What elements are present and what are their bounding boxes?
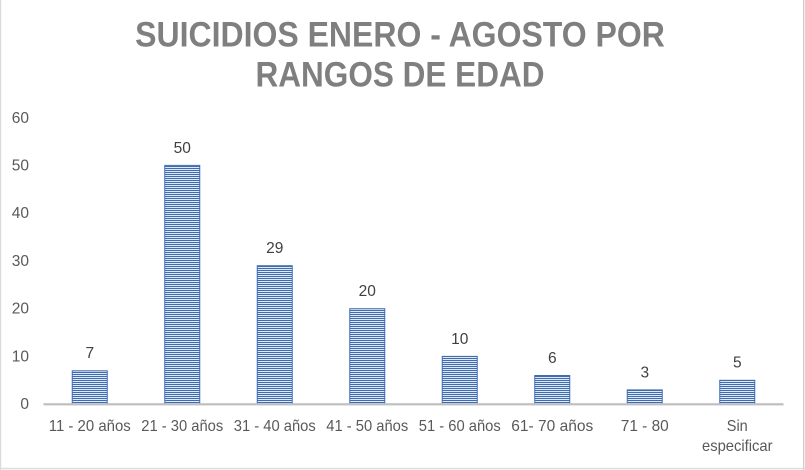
svg-text:0: 0 bbox=[20, 396, 29, 413]
svg-text:11 - 20 años: 11 - 20 años bbox=[49, 418, 131, 435]
svg-text:6: 6 bbox=[548, 350, 557, 367]
svg-text:20: 20 bbox=[359, 283, 377, 300]
svg-text:71 - 80: 71 - 80 bbox=[621, 418, 669, 435]
svg-text:RANGOS DE EDAD: RANGOS DE EDAD bbox=[256, 55, 545, 95]
svg-text:29: 29 bbox=[266, 240, 283, 257]
svg-text:51 - 60 años: 51 - 60 años bbox=[419, 418, 501, 435]
svg-text:61- 70 años: 61- 70 años bbox=[511, 418, 593, 435]
svg-text:30: 30 bbox=[12, 253, 30, 270]
svg-text:60: 60 bbox=[12, 110, 30, 127]
svg-text:40: 40 bbox=[12, 205, 30, 222]
svg-text:3: 3 bbox=[640, 364, 649, 381]
svg-text:5: 5 bbox=[733, 355, 742, 372]
svg-text:20: 20 bbox=[12, 301, 30, 318]
svg-text:50: 50 bbox=[174, 140, 192, 157]
svg-text:SUICIDIOS ENERO - AGOSTO POR: SUICIDIOS ENERO - AGOSTO POR bbox=[135, 15, 665, 55]
svg-text:21 - 30 años: 21 - 30 años bbox=[141, 418, 223, 435]
svg-text:10: 10 bbox=[451, 331, 469, 348]
svg-text:31 - 40 años: 31 - 40 años bbox=[234, 418, 316, 435]
svg-text:especificar: especificar bbox=[702, 438, 773, 455]
svg-text:50: 50 bbox=[12, 158, 30, 175]
svg-text:7: 7 bbox=[85, 345, 94, 362]
svg-text:Sin: Sin bbox=[727, 418, 748, 435]
svg-text:41 - 50 años: 41 - 50 años bbox=[326, 418, 408, 435]
svg-text:10: 10 bbox=[12, 348, 30, 365]
